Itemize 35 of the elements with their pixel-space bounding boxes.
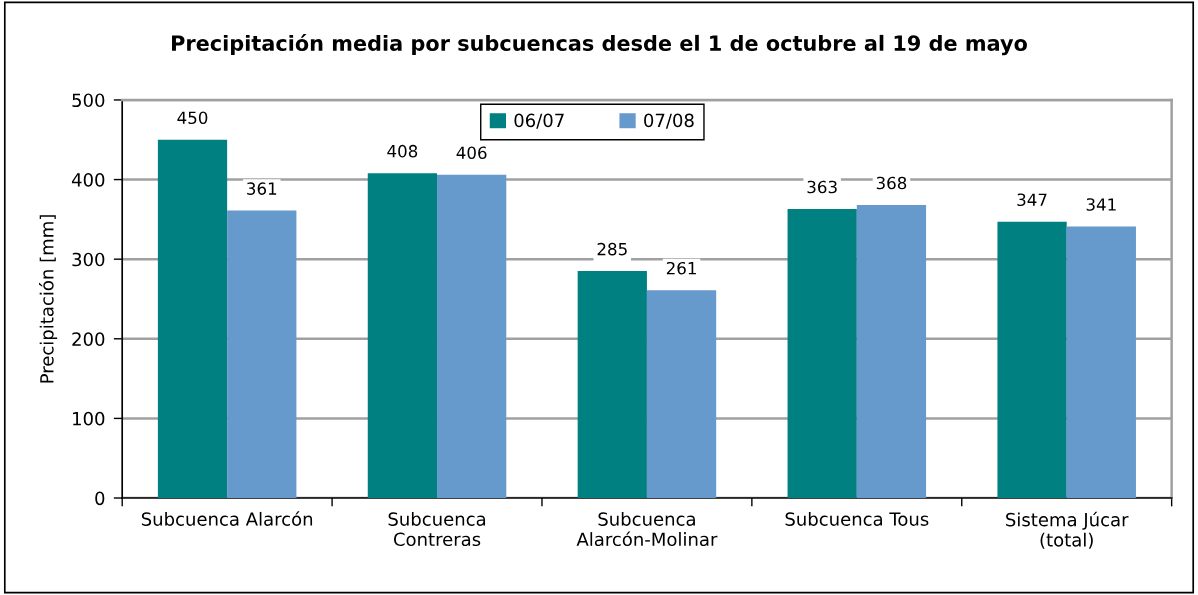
x-tick-label: Sistema Júcar (total) [1006,511,1129,549]
bar [157,139,228,499]
bar [787,209,857,499]
y-tick-label: 300 [72,252,105,267]
x-tick-label: Subcuenca Tous [785,511,929,526]
x-tick-label: Subcuenca Contreras [388,511,486,547]
data-label: 261 [666,261,696,275]
y-tick-label: 400 [71,173,105,187]
chart-title: Precipitación media por subcuencas desde el 1 de octubre al 19 de mayo [172,34,1027,56]
y-axis-title: Precipitación [mm] [38,215,58,383]
bar [437,174,507,499]
legend-label: 07/08 [644,113,694,129]
data-label: 368 [876,176,907,190]
y-tick-label: 0 [95,491,105,506]
data-label: 363 [807,180,837,194]
x-tick-label: Subcuenca Alarcón [141,511,313,526]
x-tick-label: Subcuenca Alarcón-Molinar [576,511,718,547]
data-label: 341 [1086,198,1116,211]
bar [227,210,297,499]
data-label: 361 [247,182,277,195]
y-tick-label: 200 [72,332,105,346]
bar [577,271,647,499]
y-tick-label: 500 [72,93,105,108]
data-label: 347 [1017,193,1047,207]
data-label: 408 [387,144,418,158]
bar [367,173,438,499]
y-tick-label: 100 [73,411,105,426]
data-label: 285 [597,242,627,256]
bar [1066,226,1136,499]
data-label: 450 [177,111,208,125]
data-label: 406 [456,146,487,160]
bar [646,290,717,499]
legend-label: 06/07 [514,113,564,129]
bar [997,221,1067,499]
bar [856,205,927,499]
